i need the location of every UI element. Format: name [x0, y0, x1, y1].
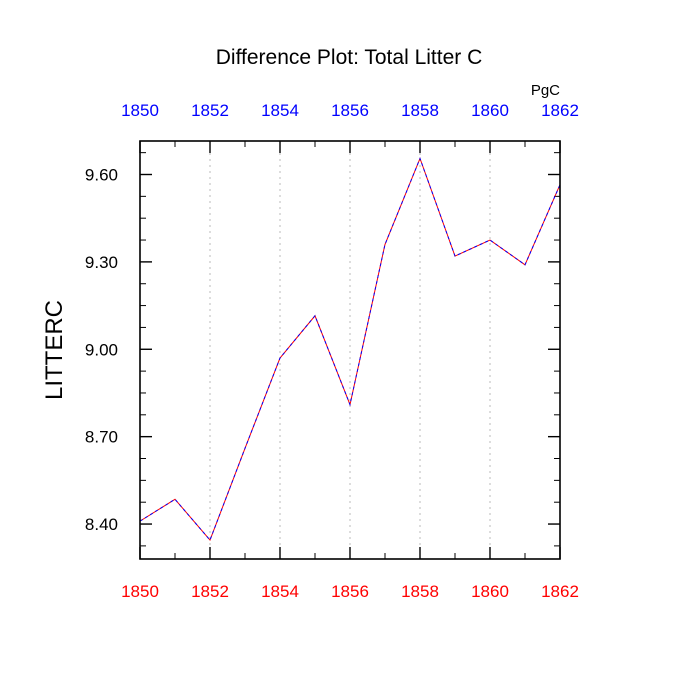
- vertical-gridlines: [209, 141, 491, 559]
- tick-labels: 1850 1850 1852 1852 1854 1854 1856 1856 1858 1858…: [85, 101, 579, 601]
- x-tick-label-top: 1862: [541, 101, 579, 120]
- x-tick-label-bottom: 1856: [331, 582, 369, 601]
- minor-ticks: [140, 141, 560, 559]
- y-tick-label: 8.40: [85, 515, 118, 534]
- x-tick-label-bottom: 1854: [261, 582, 299, 601]
- y-axis-label: LITTERC: [41, 300, 68, 400]
- y-tick-label: 9.30: [85, 253, 118, 272]
- y-tick-label: 8.70: [85, 428, 118, 447]
- y-tick-label: 9.60: [85, 165, 118, 184]
- x-tick-label-top: 1858: [401, 101, 439, 120]
- x-tick-label-top: 1854: [261, 101, 299, 120]
- x-tick-label-bottom: 1862: [541, 582, 579, 601]
- x-tick-label-bottom: 1850: [121, 582, 159, 601]
- y-tick-label: 9.00: [85, 340, 118, 359]
- x-tick-label-bottom: 1858: [401, 582, 439, 601]
- x-tick-label-bottom: 1860: [471, 582, 509, 601]
- series-line-dash: [139, 157, 561, 542]
- x-tick-label-bottom: 1852: [191, 582, 229, 601]
- x-tick-label-top: 1856: [331, 101, 369, 120]
- series-group: [139, 157, 561, 542]
- x-tick-label-top: 1852: [191, 101, 229, 120]
- major-ticks: [139, 141, 561, 559]
- chart-title: Difference Plot: Total Litter C: [216, 46, 483, 69]
- x-tick-label-top: 1860: [471, 101, 509, 120]
- units-label: PgC: [531, 82, 560, 99]
- x-tick-label-top: 1850: [121, 101, 159, 120]
- series-line: [139, 157, 561, 542]
